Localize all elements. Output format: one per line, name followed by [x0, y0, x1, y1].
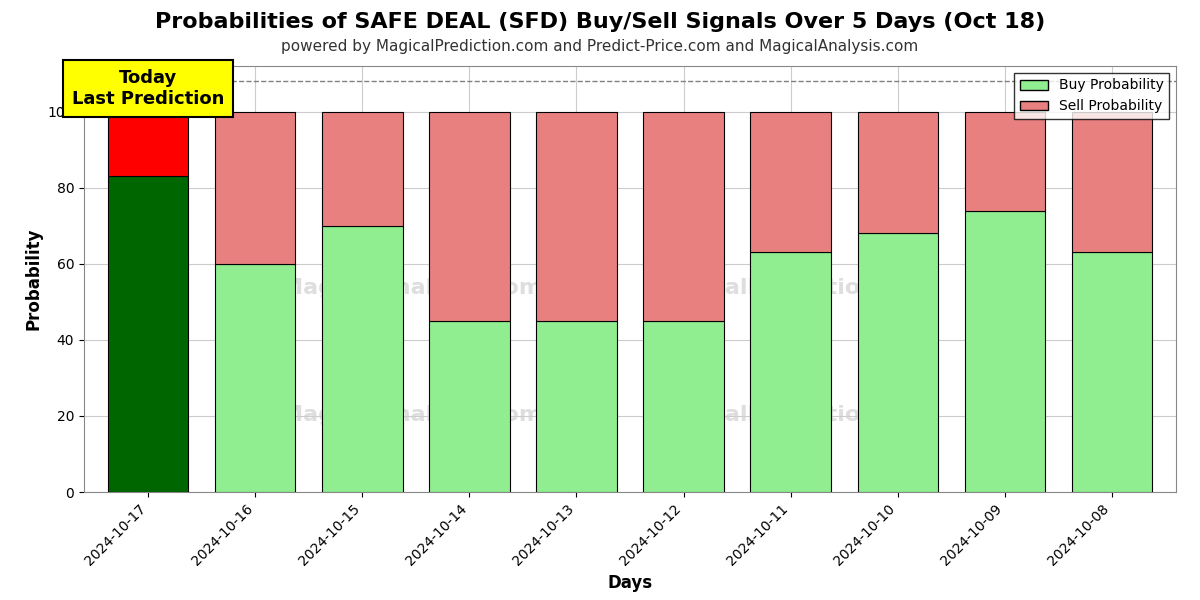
Text: MagicalPrediction.com: MagicalPrediction.com	[652, 406, 936, 425]
Bar	[643, 321, 724, 492]
Bar	[858, 233, 937, 492]
Bar	[430, 321, 510, 492]
Bar	[108, 176, 188, 492]
Bar	[965, 211, 1045, 492]
Bar	[1072, 253, 1152, 492]
Bar	[536, 112, 617, 321]
X-axis label: Days: Days	[607, 574, 653, 592]
Bar	[323, 226, 402, 492]
Text: MagicalAnalysis.com: MagicalAnalysis.com	[281, 406, 542, 425]
Bar	[750, 112, 830, 253]
Bar	[536, 321, 617, 492]
Bar	[750, 253, 830, 492]
Text: powered by MagicalPrediction.com and Predict-Price.com and MagicalAnalysis.com: powered by MagicalPrediction.com and Pre…	[281, 39, 919, 54]
Text: MagicalAnalysis.com: MagicalAnalysis.com	[281, 278, 542, 298]
Bar	[108, 112, 188, 176]
Bar	[965, 112, 1045, 211]
Text: Probabilities of SAFE DEAL (SFD) Buy/Sell Signals Over 5 Days (Oct 18): Probabilities of SAFE DEAL (SFD) Buy/Sel…	[155, 12, 1045, 32]
Bar	[323, 112, 402, 226]
Bar	[1072, 112, 1152, 253]
Text: MagicalPrediction.com: MagicalPrediction.com	[652, 278, 936, 298]
Bar	[858, 112, 937, 233]
Text: Today
Last Prediction: Today Last Prediction	[72, 70, 224, 108]
Bar	[215, 112, 295, 264]
Bar	[643, 112, 724, 321]
Bar	[215, 264, 295, 492]
Y-axis label: Probability: Probability	[24, 228, 42, 330]
Legend: Buy Probability, Sell Probability: Buy Probability, Sell Probability	[1014, 73, 1169, 119]
Bar	[430, 112, 510, 321]
